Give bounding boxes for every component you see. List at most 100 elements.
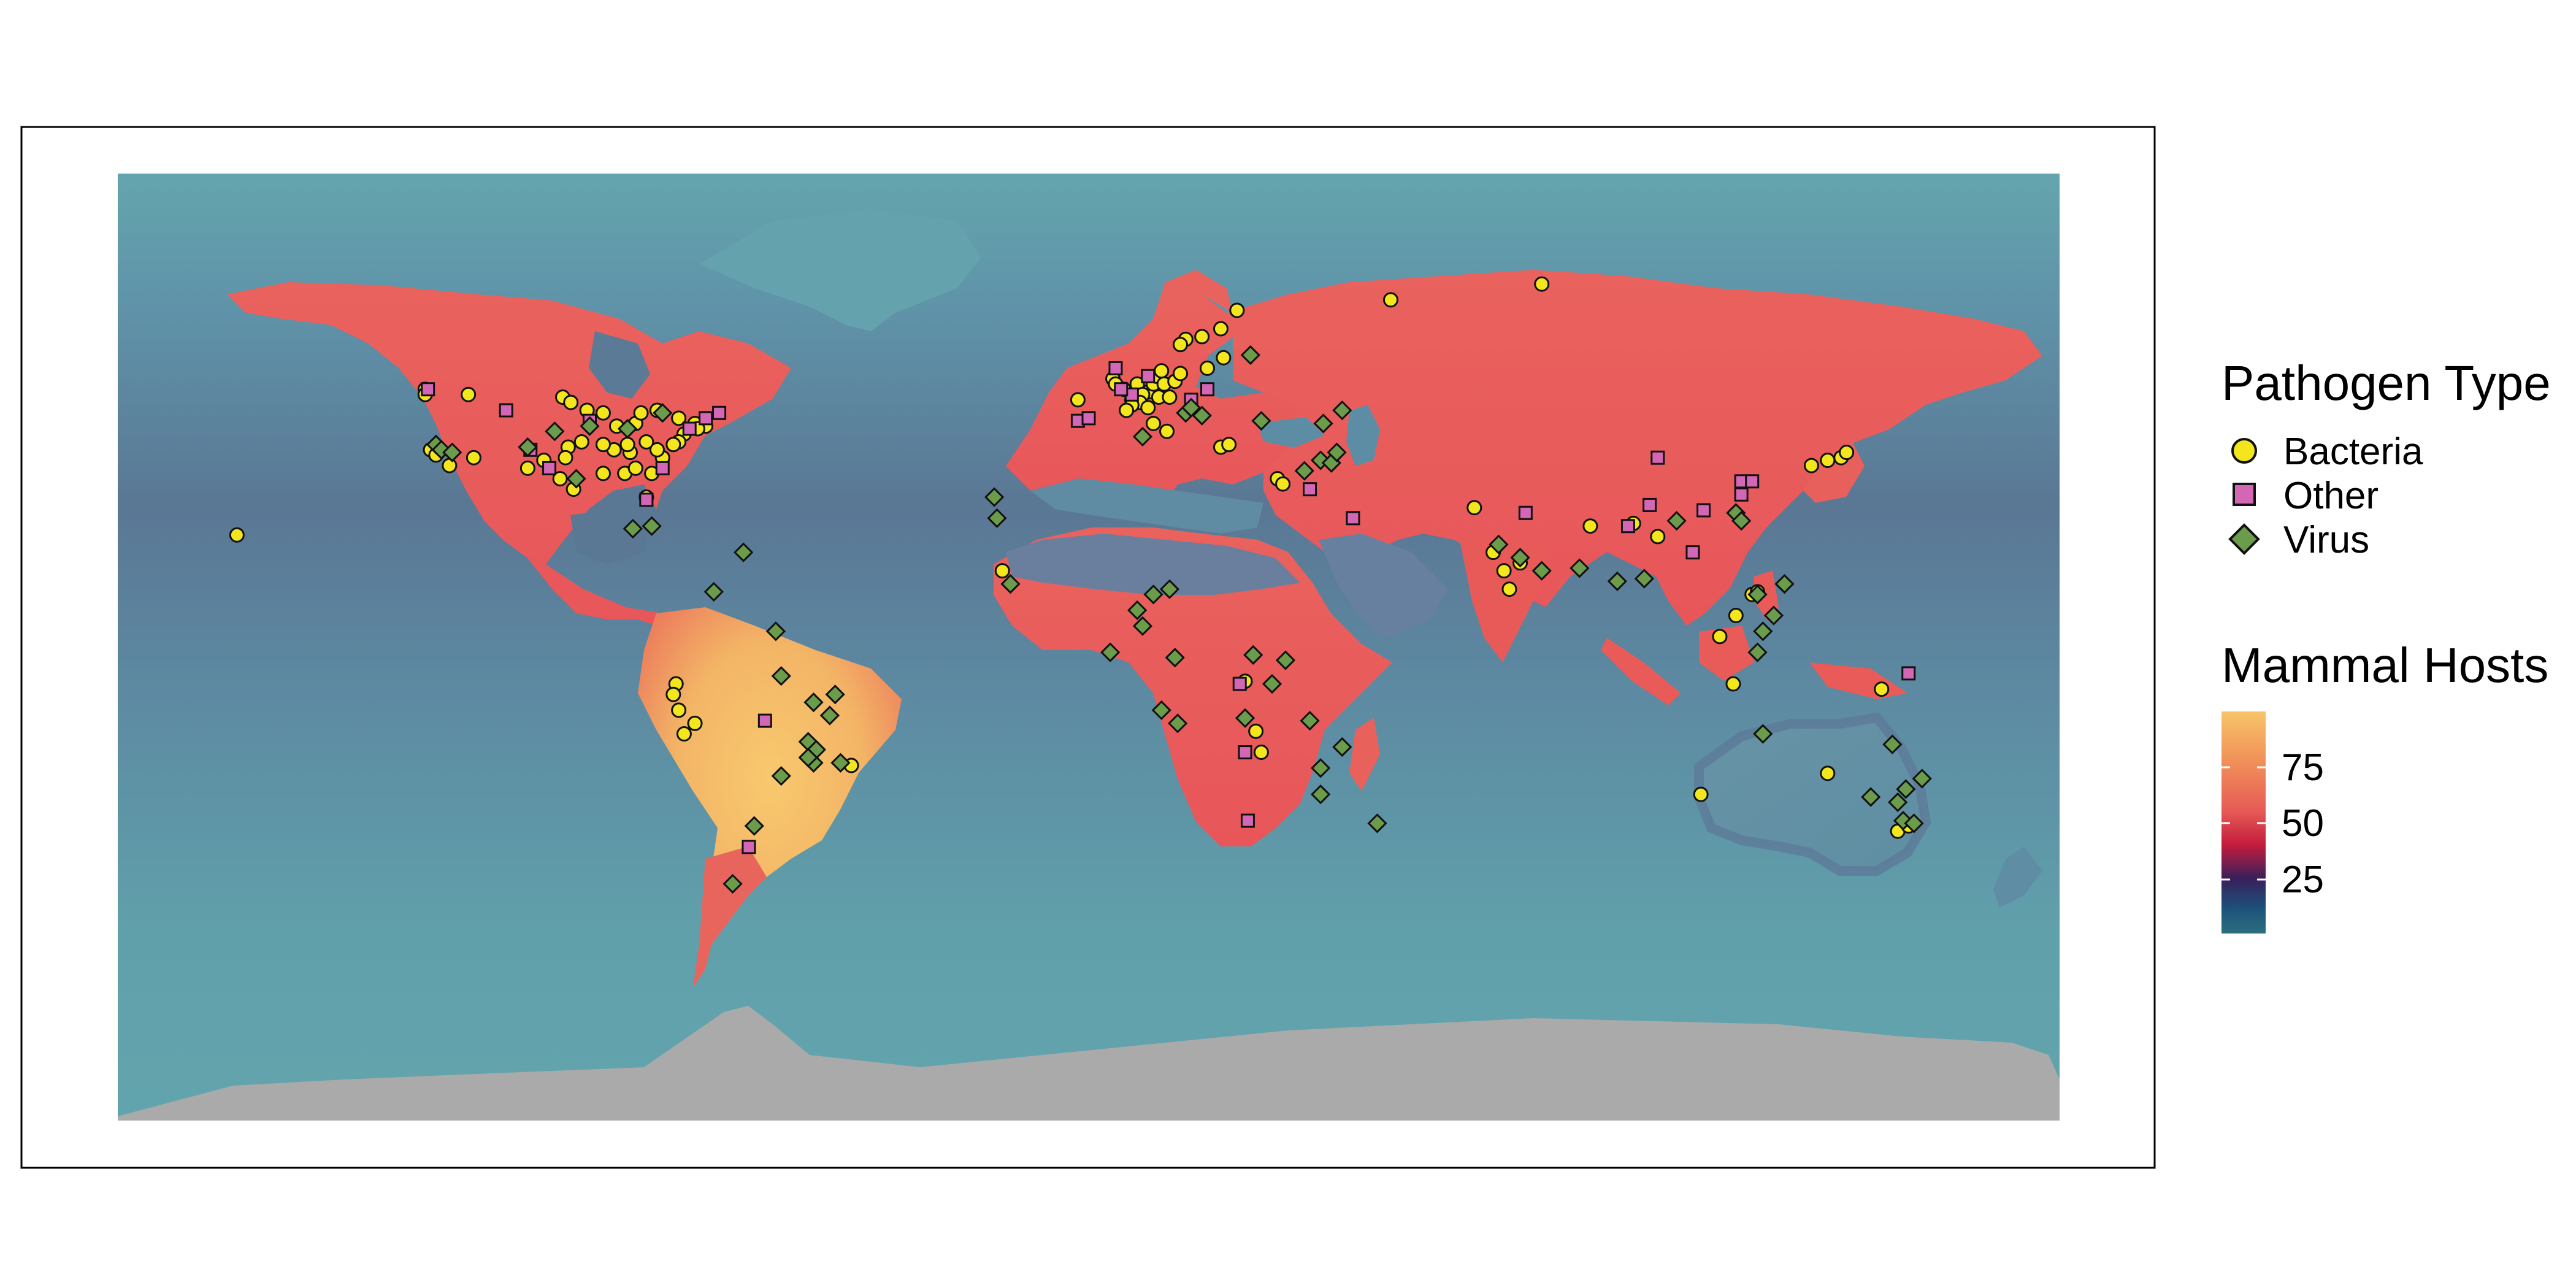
pathogen-legend: Pathogen Type Bacteria Other Virus bbox=[2221, 356, 2551, 561]
virus-point bbox=[1275, 650, 1296, 670]
legend-bacteria-symbol bbox=[2231, 438, 2257, 464]
other-point bbox=[699, 411, 713, 426]
bacteria-point bbox=[687, 715, 703, 731]
virus-point bbox=[798, 748, 818, 768]
virus-point bbox=[771, 666, 791, 686]
virus-point bbox=[1251, 411, 1271, 431]
bacteria-point bbox=[665, 686, 681, 702]
virus-point bbox=[825, 684, 845, 705]
other-point bbox=[1901, 666, 1916, 681]
bacteria-point bbox=[466, 450, 481, 466]
virus-point bbox=[1240, 345, 1260, 366]
bacteria-point bbox=[1229, 302, 1245, 318]
virus-point bbox=[1888, 792, 1908, 813]
bacteria-point bbox=[461, 386, 477, 402]
bacteria-point bbox=[671, 410, 687, 426]
bacteria-point bbox=[1248, 723, 1264, 739]
bacteria-point bbox=[1650, 529, 1666, 545]
virus-point bbox=[1747, 585, 1768, 605]
bacteria-point bbox=[596, 437, 611, 453]
new-zealand bbox=[1993, 846, 2042, 908]
virus-point bbox=[703, 581, 724, 602]
virus-point bbox=[1132, 616, 1153, 636]
points-layer bbox=[229, 276, 1932, 894]
bacteria-point bbox=[1803, 458, 1819, 473]
virus-point bbox=[771, 766, 791, 786]
virus-point bbox=[1367, 813, 1387, 834]
bacteria-point bbox=[1728, 608, 1744, 624]
other-point bbox=[499, 403, 513, 418]
virus-point bbox=[617, 418, 638, 439]
other-point bbox=[1141, 369, 1156, 383]
virus-point bbox=[1912, 769, 1932, 789]
other-point bbox=[1650, 450, 1665, 465]
virus-point bbox=[1531, 561, 1552, 581]
virus-point bbox=[1313, 413, 1333, 434]
bacteria-point bbox=[1216, 350, 1232, 366]
bacteria-point bbox=[1162, 389, 1178, 405]
bacteria-point bbox=[1693, 786, 1709, 802]
virus-point bbox=[1300, 710, 1320, 731]
other-point bbox=[757, 713, 772, 728]
other-point bbox=[742, 840, 756, 854]
australia-coast bbox=[1694, 712, 1931, 876]
bacteria-point bbox=[1501, 581, 1517, 597]
legend-bacteria-label: Bacteria bbox=[2283, 431, 2423, 473]
other-point bbox=[1620, 519, 1635, 534]
virus-point bbox=[1159, 579, 1180, 599]
antarctica bbox=[118, 1006, 2060, 1121]
other-point bbox=[421, 382, 435, 397]
virus-point bbox=[1243, 645, 1263, 665]
caspian-sea bbox=[1346, 405, 1380, 466]
other-point bbox=[1346, 511, 1360, 526]
virus-point bbox=[1861, 787, 1881, 807]
bacteria-point bbox=[1874, 681, 1890, 697]
virus-point bbox=[1489, 534, 1509, 554]
virus-point bbox=[1000, 573, 1021, 594]
bacteria-point bbox=[671, 702, 687, 718]
virus-point bbox=[1607, 571, 1627, 591]
africa bbox=[994, 527, 1392, 846]
bacteria-point bbox=[558, 450, 573, 466]
other-point bbox=[655, 461, 670, 475]
virus-point bbox=[1510, 548, 1530, 568]
other-point bbox=[1200, 382, 1214, 397]
virus-point bbox=[518, 437, 538, 458]
other-point bbox=[1240, 813, 1255, 828]
legend-other-symbol bbox=[2233, 483, 2256, 506]
virus-point bbox=[653, 403, 673, 423]
bacteria-point bbox=[1253, 745, 1269, 761]
bacteria-point bbox=[1820, 452, 1836, 468]
virus-point bbox=[744, 816, 764, 836]
virus-point bbox=[1904, 813, 1924, 834]
bacteria-point bbox=[1070, 392, 1086, 408]
virus-point bbox=[566, 469, 586, 489]
legend-virus-symbol bbox=[2228, 523, 2260, 555]
virus-point bbox=[442, 442, 462, 462]
bacteria-point bbox=[1725, 676, 1741, 692]
asia bbox=[1227, 270, 2042, 626]
bacteria-point bbox=[1275, 476, 1291, 492]
virus-point bbox=[1311, 784, 1331, 805]
hosts-tick-label-50: 50 bbox=[2282, 802, 2324, 845]
virus-point bbox=[984, 487, 1005, 507]
pathogen-legend-title: Pathogen Type bbox=[2221, 356, 2551, 410]
virus-point bbox=[1753, 621, 1773, 642]
bacteria-point bbox=[633, 405, 649, 421]
bacteria-point bbox=[1382, 292, 1398, 308]
virus-point bbox=[1235, 708, 1255, 728]
virus-point bbox=[642, 516, 662, 536]
virus-point bbox=[1327, 442, 1347, 462]
bacteria-point bbox=[994, 563, 1010, 579]
bacteria-point bbox=[1820, 765, 1836, 781]
other-point bbox=[639, 493, 654, 507]
bacteria-point bbox=[1199, 360, 1215, 376]
bacteria-point bbox=[1534, 276, 1550, 292]
bacteria-point bbox=[649, 442, 665, 458]
virus-point bbox=[1666, 511, 1687, 531]
other-point bbox=[1734, 487, 1749, 502]
other-point bbox=[1081, 411, 1096, 426]
bacteria-point bbox=[1466, 500, 1482, 516]
virus-point bbox=[1747, 642, 1768, 662]
virus-point bbox=[819, 705, 840, 726]
